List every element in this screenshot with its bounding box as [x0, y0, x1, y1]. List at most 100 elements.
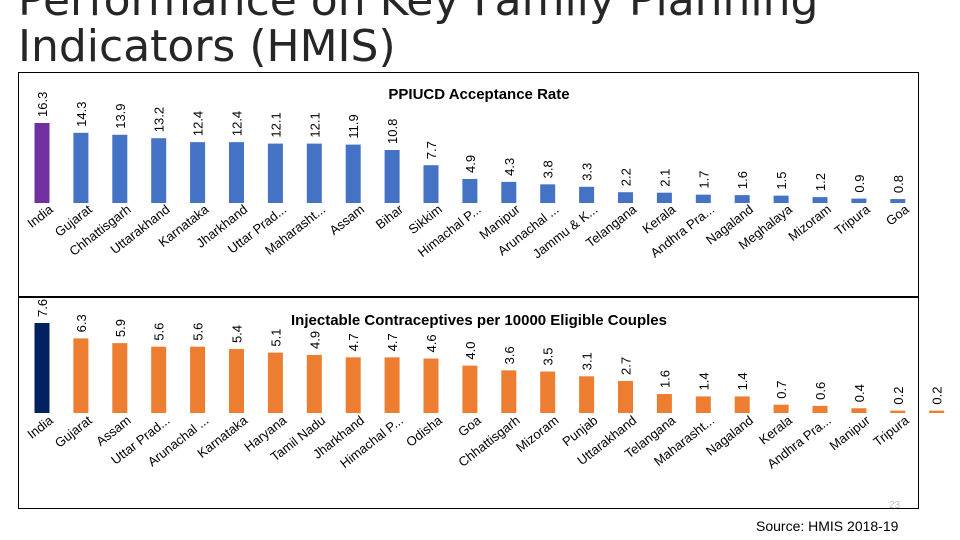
- data-label: 3.1: [580, 352, 595, 370]
- category-label: Mizoram: [785, 202, 834, 245]
- data-label: 4.7: [385, 333, 400, 351]
- category-label: Mizoram: [513, 413, 562, 456]
- bar: [851, 198, 867, 203]
- data-label: 6.3: [74, 314, 89, 332]
- data-label: 13.9: [113, 103, 128, 128]
- bar: [462, 178, 478, 203]
- data-label: 0.6: [813, 382, 828, 400]
- bar: [34, 323, 50, 413]
- data-label: 13.2: [152, 107, 167, 132]
- data-label: 4.9: [307, 331, 322, 349]
- data-label: 12.4: [230, 111, 245, 136]
- bar: [618, 381, 633, 413]
- data-label: 0.4: [852, 384, 867, 402]
- data-label: 5.6: [191, 323, 206, 341]
- data-label: 0.2: [891, 387, 906, 405]
- category-label: Manipur: [827, 412, 874, 453]
- bar: [540, 184, 556, 203]
- data-label: 0.8: [891, 175, 906, 193]
- bar: [306, 143, 322, 203]
- slide-title: Performance on Key Family Planning Indic…: [18, 0, 819, 72]
- data-label: 4.0: [463, 342, 478, 360]
- data-label: 4.6: [424, 334, 439, 352]
- injectable-chart-panel: Injectable Contraceptives per 10000 Elig…: [18, 297, 945, 509]
- bar: [812, 197, 828, 203]
- chart-title: Injectable Contraceptives per 10000 Elig…: [291, 312, 667, 329]
- bar: [229, 142, 244, 203]
- bar: [734, 195, 750, 203]
- bar: [462, 365, 478, 413]
- bar: [345, 357, 361, 413]
- data-label: 12.4: [191, 111, 206, 136]
- data-label: 1.4: [696, 372, 711, 390]
- bar: [73, 132, 89, 203]
- data-label: 4.9: [463, 155, 478, 173]
- category-label: India: [24, 412, 56, 442]
- category-label: Bihar: [373, 201, 407, 232]
- data-label: 0.2: [930, 387, 945, 405]
- bar: [773, 404, 789, 413]
- data-label: 1.7: [696, 171, 711, 189]
- bar: [890, 199, 906, 203]
- bar: [540, 371, 556, 413]
- data-label: 11.9: [346, 114, 361, 138]
- bar: [151, 138, 167, 203]
- bar: [267, 143, 283, 203]
- injectable-contraceptives-chart: Injectable Contraceptives per 10000 Elig…: [24, 299, 944, 472]
- bar: [151, 346, 167, 413]
- category-label: Goa: [455, 412, 484, 439]
- chart-title: PPIUCD Acceptance Rate: [388, 86, 569, 103]
- data-label: 2.7: [619, 357, 634, 375]
- data-label: 3.3: [580, 163, 595, 181]
- data-label: 3.8: [541, 160, 556, 178]
- bar: [579, 376, 595, 413]
- bar: [501, 370, 517, 413]
- data-label: 7.6: [35, 299, 50, 317]
- bar: [306, 354, 322, 413]
- data-label: 5.4: [230, 325, 245, 343]
- bar: [579, 186, 595, 203]
- bar: [734, 396, 750, 413]
- data-label: 1.2: [813, 173, 828, 191]
- bar: [112, 343, 128, 413]
- bar: [812, 405, 828, 413]
- bar: [501, 181, 517, 203]
- data-label: 0.7: [774, 381, 789, 399]
- data-label: 1.4: [735, 372, 750, 390]
- data-label: 5.1: [268, 329, 283, 347]
- data-label: 3.6: [502, 346, 517, 364]
- data-label: 12.1: [307, 112, 322, 137]
- bar: [773, 195, 789, 203]
- bar: [656, 394, 672, 413]
- bar: [890, 410, 906, 413]
- data-label: 2.1: [657, 169, 672, 187]
- data-label: 5.9: [113, 319, 128, 337]
- category-label: India: [24, 201, 56, 231]
- data-label: 16.3: [35, 92, 50, 117]
- category-label: Tripura: [870, 412, 912, 449]
- data-label: 7.7: [424, 141, 439, 159]
- category-label: Tripura: [831, 201, 873, 238]
- bar: [656, 192, 672, 203]
- category-label: Odisha: [403, 412, 445, 450]
- data-label: 1.5: [774, 172, 789, 190]
- bar: [695, 194, 711, 203]
- bar: [267, 352, 283, 413]
- bar: [190, 142, 206, 203]
- category-label: Assam: [327, 202, 368, 238]
- ppiucd-acceptance-chart: PPIUCD Acceptance Rate 16.3 14.3 13.9 13.2 12…: [24, 86, 912, 261]
- category-label: Goa: [883, 201, 912, 228]
- ppiucd-chart-panel: PPIUCD Acceptance Rate 16.3 14.3 13.9 13.2 12…: [18, 72, 919, 297]
- bar: [618, 192, 633, 203]
- bar: [423, 358, 439, 413]
- data-label: 4.7: [346, 333, 361, 351]
- data-label: 4.3: [502, 158, 517, 176]
- category-label: Gujarat: [52, 412, 95, 450]
- bar: [229, 349, 244, 413]
- data-label: 3.5: [541, 347, 556, 365]
- bar: [112, 134, 128, 203]
- data-label: 1.6: [735, 171, 750, 189]
- bar: [73, 338, 89, 413]
- bar: [851, 408, 867, 413]
- bar: [929, 410, 945, 413]
